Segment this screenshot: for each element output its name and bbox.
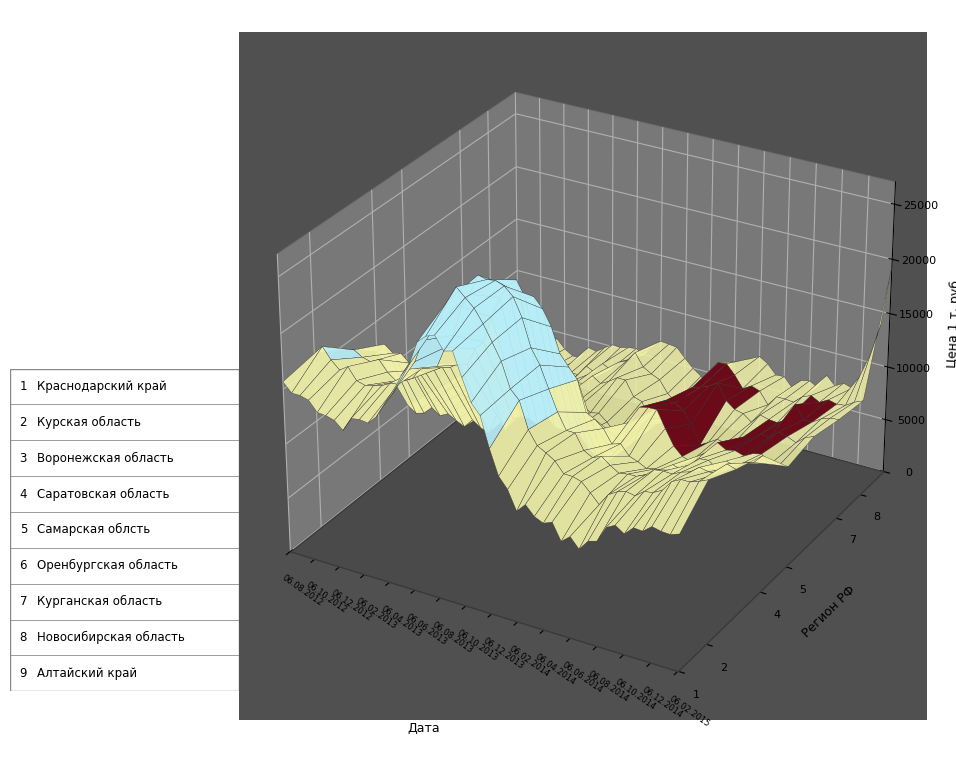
Bar bbox=[10, 584, 239, 620]
X-axis label: Дата: Дата bbox=[407, 722, 440, 735]
Bar bbox=[10, 369, 239, 405]
Text: 9: 9 bbox=[19, 667, 27, 680]
Text: 6: 6 bbox=[19, 559, 27, 572]
Text: Воронежская область: Воронежская область bbox=[37, 452, 174, 465]
Text: 4: 4 bbox=[19, 488, 27, 501]
Text: Курская область: Курская область bbox=[37, 415, 141, 429]
Y-axis label: Регион РФ: Регион РФ bbox=[800, 584, 858, 641]
Text: 7: 7 bbox=[19, 595, 27, 608]
Bar bbox=[10, 655, 239, 691]
Bar bbox=[10, 512, 239, 548]
Text: Оренбургская область: Оренбургская область bbox=[37, 559, 178, 572]
Text: Саратовская область: Саратовская область bbox=[37, 488, 169, 501]
Text: Алтайский край: Алтайский край bbox=[37, 667, 138, 680]
Text: 1: 1 bbox=[19, 380, 27, 393]
Bar bbox=[10, 548, 239, 584]
Text: Курганская область: Курганская область bbox=[37, 595, 163, 608]
Bar bbox=[10, 476, 239, 512]
Bar bbox=[10, 620, 239, 655]
Text: 8: 8 bbox=[20, 631, 27, 644]
Bar bbox=[10, 440, 239, 476]
Text: 2: 2 bbox=[19, 416, 27, 429]
Text: 3: 3 bbox=[20, 452, 27, 465]
Text: 5: 5 bbox=[20, 524, 27, 536]
Text: Краснодарский край: Краснодарский край bbox=[37, 380, 167, 393]
Text: Самарская облсть: Самарская облсть bbox=[37, 523, 150, 537]
Bar bbox=[10, 405, 239, 440]
Text: Новосибирская область: Новосибирская область bbox=[37, 631, 185, 644]
